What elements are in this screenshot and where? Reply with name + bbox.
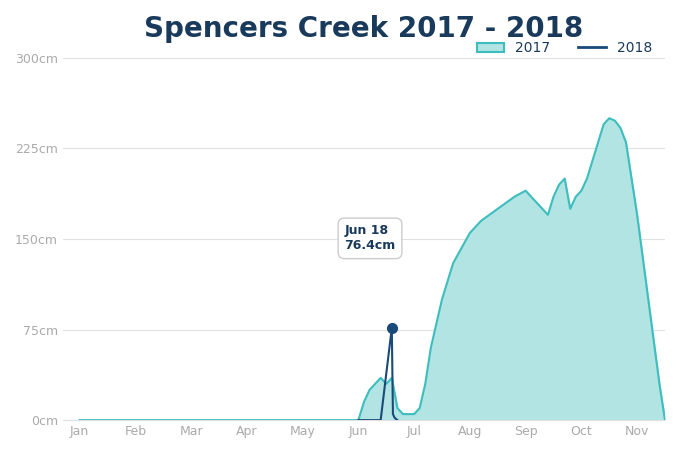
Text: Jun 18
76.4cm: Jun 18 76.4cm: [344, 224, 396, 252]
Title: Spencers Creek 2017 - 2018: Spencers Creek 2017 - 2018: [144, 15, 583, 43]
Legend: 2017, 2018: 2017, 2018: [471, 36, 658, 61]
